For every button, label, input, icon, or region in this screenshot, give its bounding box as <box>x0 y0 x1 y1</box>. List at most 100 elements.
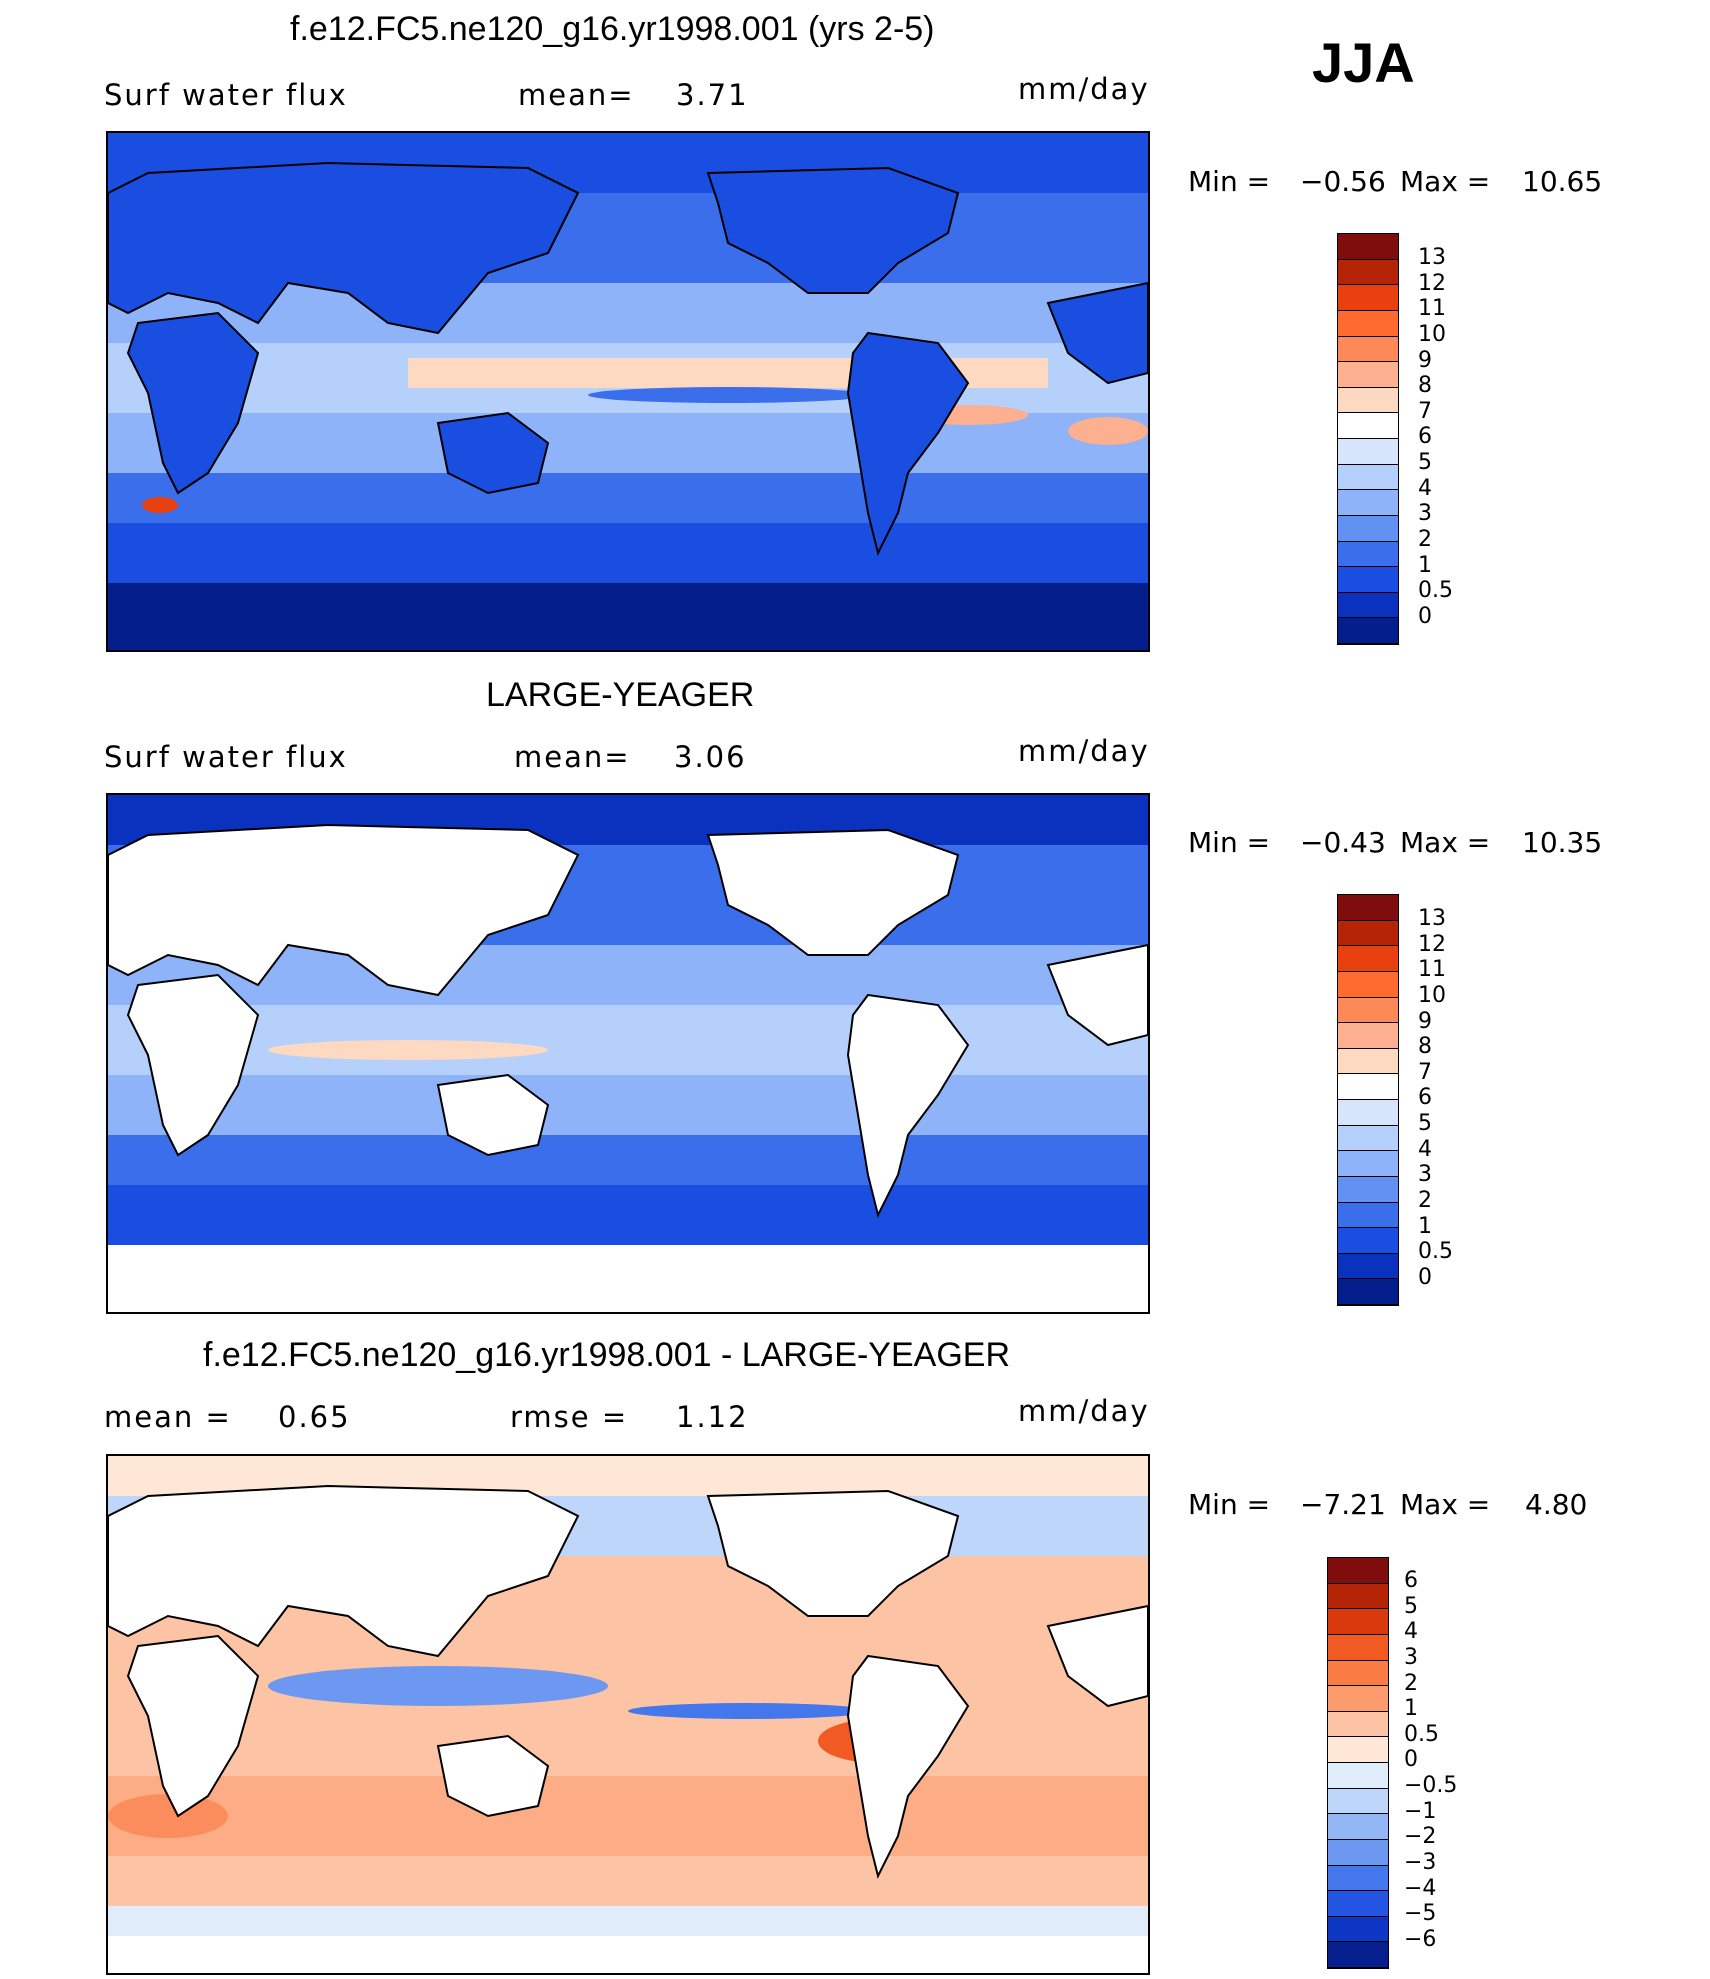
colorbar-swatch <box>1338 336 1398 363</box>
colorbar-swatch <box>1338 920 1398 947</box>
colorbar-swatch <box>1338 413 1398 439</box>
panel-3-mean-value: 0.65 <box>278 1400 351 1434</box>
colorbar-tick-label: 11 <box>1418 296 1446 322</box>
colorbar-tick-label: 0 <box>1404 1747 1418 1773</box>
panel-2-title: LARGE-YEAGER <box>486 676 755 714</box>
panel-3-mean-label: mean = <box>104 1400 232 1434</box>
colorbar-tick-label: 0 <box>1418 603 1432 629</box>
panel-1-variable-label: Surf water flux <box>104 78 348 112</box>
colorbar-swatch <box>1338 1202 1398 1229</box>
colorbar-tick-label: 5 <box>1418 1111 1432 1136</box>
panel-1-continents <box>108 161 1148 556</box>
colorbar-swatch <box>1328 1916 1388 1943</box>
panel-2-variable-label: Surf water flux <box>104 740 348 774</box>
colorbar-swatch <box>1338 464 1398 491</box>
colorbar-swatch <box>1338 362 1398 388</box>
colorbar-swatch <box>1338 895 1398 921</box>
panel-1-colorbar <box>1337 233 1399 645</box>
panel-2-min-label: Min = <box>1188 826 1271 859</box>
colorbar-swatch <box>1328 1839 1388 1866</box>
colorbar-tick-label: 3 <box>1418 1162 1432 1188</box>
colorbar-tick-label: 7 <box>1418 398 1432 424</box>
colorbar-swatch <box>1338 490 1398 516</box>
colorbar-swatch <box>1338 592 1398 619</box>
colorbar-tick-label: 9 <box>1418 347 1432 373</box>
colorbar-swatch <box>1328 1686 1388 1712</box>
colorbar-swatch <box>1328 1788 1388 1815</box>
colorbar-swatch <box>1338 439 1398 465</box>
colorbar-swatch <box>1338 285 1398 311</box>
colorbar-swatch <box>1328 1609 1388 1635</box>
panel-2-colorbar-ticks: 13 12 11 10 9 8 7 6 5 4 3 2 1 0.5 0 <box>1418 906 1478 1291</box>
colorbar-tick-label: 2 <box>1418 526 1432 552</box>
colorbar-tick-label: −5 <box>1404 1901 1437 1927</box>
panel-3-rmse-value: 1.12 <box>676 1400 749 1434</box>
panel-1-min-value: −0.56 <box>1300 165 1386 198</box>
colorbar-tick-label: 3 <box>1404 1644 1418 1670</box>
colorbar-tick-label: 12 <box>1418 270 1446 296</box>
panel-2-map-field <box>108 795 1148 1312</box>
panel-2-units: mm/day <box>1018 734 1150 768</box>
panel-1-max-label: Max = <box>1400 165 1491 198</box>
colorbar-swatch <box>1338 1176 1398 1203</box>
colorbar-swatch <box>1338 971 1398 998</box>
colorbar-tick-label: −6 <box>1404 1926 1437 1952</box>
panel-3-max-value: 4.80 <box>1525 1488 1588 1521</box>
colorbar-swatch <box>1338 1279 1398 1305</box>
colorbar-tick-label: 4 <box>1418 1136 1432 1162</box>
panel-2-colorbar <box>1337 894 1399 1306</box>
colorbar-swatch <box>1338 618 1398 644</box>
colorbar-tick-label: 8 <box>1418 373 1432 399</box>
colorbar-swatch <box>1328 1942 1388 1968</box>
colorbar-swatch <box>1328 1583 1388 1610</box>
colorbar-swatch <box>1338 1253 1398 1280</box>
panel-2-continents <box>108 823 1148 1218</box>
colorbar-swatch <box>1338 1228 1398 1254</box>
colorbar-swatch <box>1328 1558 1388 1584</box>
colorbar-tick-label: 2 <box>1418 1187 1432 1213</box>
colorbar-swatch <box>1338 541 1398 568</box>
colorbar-tick-label: 6 <box>1404 1568 1418 1593</box>
colorbar-tick-label: 2 <box>1404 1670 1418 1696</box>
panel-1-mean-value: 3.71 <box>676 78 749 112</box>
panel-1-mean-label: mean= <box>518 78 635 112</box>
colorbar-tick-label: 7 <box>1418 1059 1432 1085</box>
colorbar-swatch <box>1328 1763 1388 1789</box>
colorbar-tick-label: 0 <box>1418 1264 1432 1290</box>
panel-2-max-label: Max = <box>1400 826 1491 859</box>
panel-1-map <box>106 131 1150 652</box>
panel-3-title: f.e12.FC5.ne120_g16.yr1998.001 - LARGE-Y… <box>203 1336 1011 1374</box>
panel-2-max-value: 10.35 <box>1522 826 1603 859</box>
colorbar-tick-label: 4 <box>1418 475 1432 501</box>
colorbar-tick-label: 13 <box>1418 906 1446 931</box>
colorbar-tick-label: 1 <box>1418 552 1432 578</box>
colorbar-tick-label: 5 <box>1418 450 1432 475</box>
panel-3-colorbar <box>1327 1557 1389 1969</box>
colorbar-swatch <box>1338 310 1398 337</box>
colorbar-tick-label: −3 <box>1404 1849 1437 1875</box>
colorbar-swatch <box>1328 1814 1388 1840</box>
panel-1-max-value: 10.65 <box>1522 165 1603 198</box>
colorbar-tick-label: 6 <box>1418 1085 1432 1111</box>
colorbar-tick-label: 10 <box>1418 982 1446 1008</box>
colorbar-tick-label: 3 <box>1418 501 1432 527</box>
panel-3-continents <box>108 1484 1148 1879</box>
colorbar-swatch <box>1328 1711 1388 1738</box>
colorbar-tick-label: 4 <box>1404 1619 1418 1645</box>
colorbar-tick-label: 10 <box>1418 321 1446 347</box>
panel-1-min-label: Min = <box>1188 165 1271 198</box>
colorbar-tick-label: 0.5 <box>1418 1239 1453 1265</box>
colorbar-tick-label: 1 <box>1404 1696 1418 1722</box>
colorbar-swatch <box>1338 1151 1398 1177</box>
colorbar-swatch <box>1338 567 1398 593</box>
colorbar-swatch <box>1338 1100 1398 1126</box>
colorbar-swatch <box>1338 1023 1398 1049</box>
panel-3-map-field <box>108 1456 1148 1973</box>
season-label: JJA <box>1312 31 1415 94</box>
colorbar-tick-label: 12 <box>1418 931 1446 957</box>
colorbar-swatch <box>1328 1634 1388 1661</box>
colorbar-tick-label: 8 <box>1418 1034 1432 1060</box>
colorbar-tick-label: −2 <box>1404 1824 1437 1850</box>
panel-3-colorbar-ticks: 6 5 4 3 2 1 0.5 0 −0.5 −1 −2 −3 −4 −5 −6 <box>1404 1568 1464 1953</box>
colorbar-swatch <box>1338 1125 1398 1152</box>
